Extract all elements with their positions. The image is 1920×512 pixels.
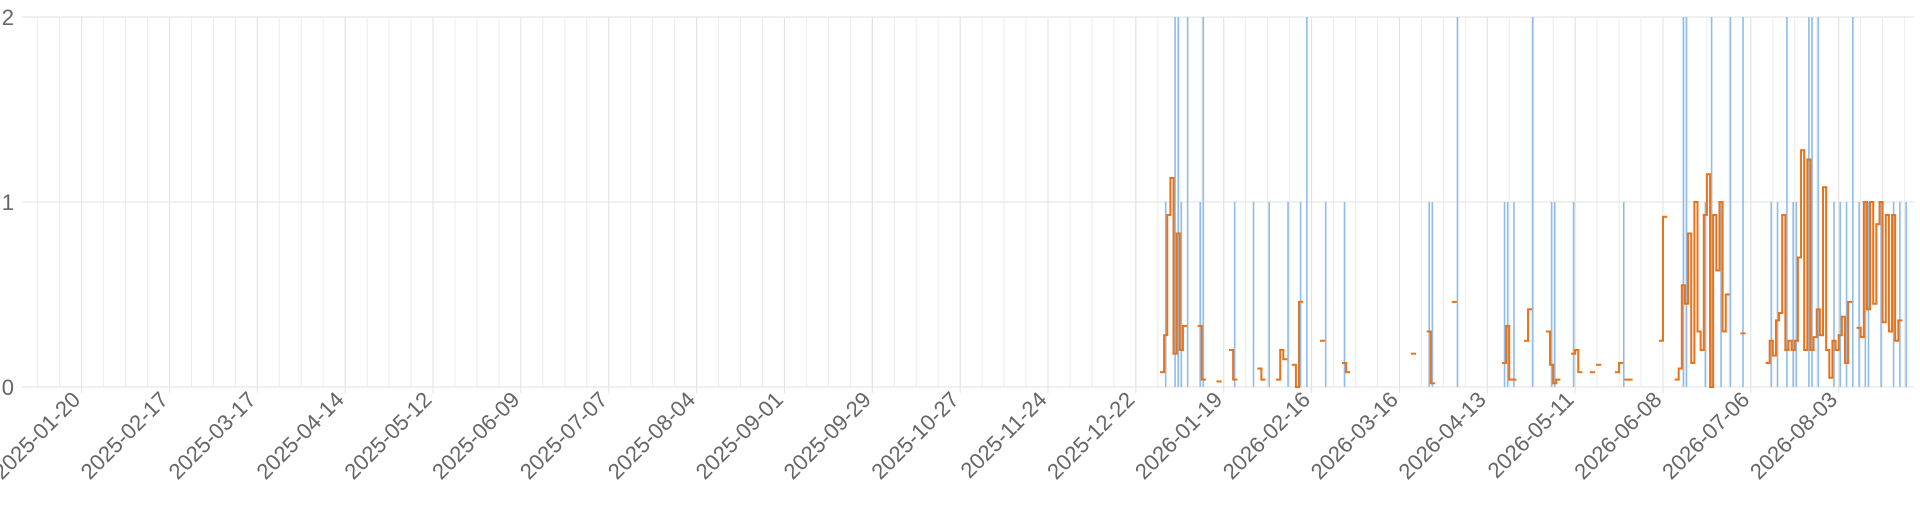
- y-tick-label: 0: [2, 375, 14, 400]
- x-tick-label: 2026-02-16: [1218, 387, 1315, 484]
- x-tick-label: 2026-07-06: [1657, 387, 1754, 484]
- x-tick-label: 2026-03-16: [1306, 387, 1403, 484]
- x-tick-label: 2026-05-11: [1483, 387, 1579, 483]
- x-tick-label: 2025-07-07: [515, 387, 612, 484]
- x-tick-label: 2025-11-24: [955, 387, 1051, 483]
- x-tick-label: 2025-12-22: [1042, 387, 1139, 484]
- x-tick-label: 2025-02-17: [76, 387, 173, 484]
- x-tick-label: 2025-03-17: [164, 387, 261, 484]
- x-tick-label: 2025-04-14: [251, 387, 348, 484]
- x-tick-label: 2025-10-27: [866, 387, 963, 484]
- x-tick-label: 2025-09-01: [691, 387, 788, 484]
- x-tick-label: 2026-04-13: [1394, 387, 1491, 484]
- x-tick-label: 2026-08-03: [1745, 387, 1842, 484]
- y-tick-label: 1: [2, 190, 14, 215]
- x-tick-label: 2025-01-20: [0, 387, 85, 484]
- x-tick-label: 2025-06-09: [427, 387, 524, 484]
- x-tick-label: 2025-08-04: [603, 387, 700, 484]
- x-tick-label: 2025-05-12: [339, 387, 436, 484]
- x-tick-label: 2026-01-19: [1130, 387, 1227, 484]
- x-tick-label: 2026-06-08: [1569, 387, 1666, 484]
- y-tick-label: 2: [2, 5, 14, 30]
- x-tick-label: 2025-09-29: [779, 387, 876, 484]
